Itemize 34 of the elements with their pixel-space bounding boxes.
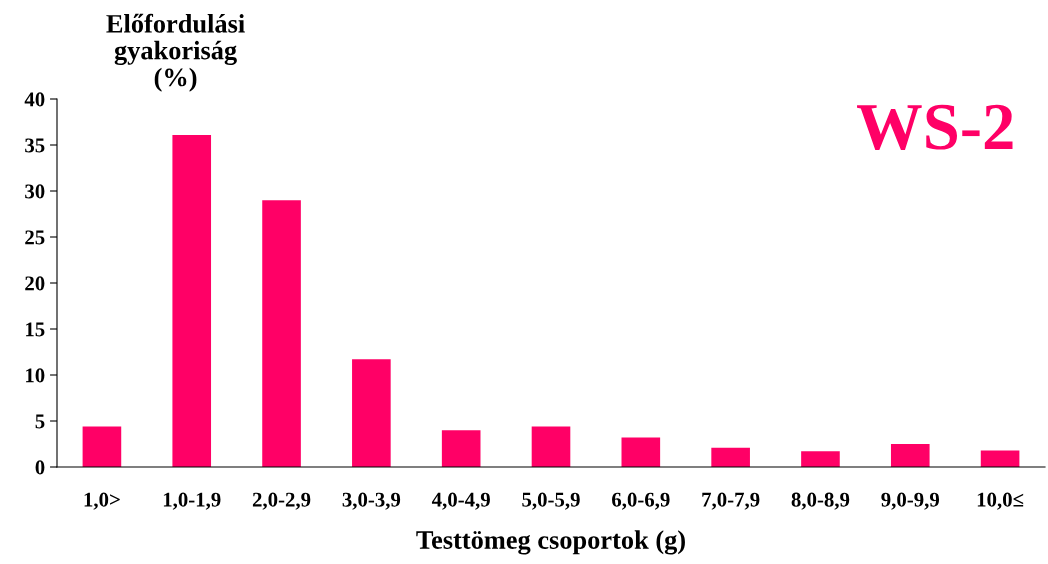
x-tick-label: 10,0≤ — [977, 492, 1024, 510]
x-tick-label: 6,0-6,9 — [612, 492, 670, 510]
y-tick-label: 10 — [26, 368, 45, 383]
y-tick-label: 40 — [24, 92, 45, 107]
x-tick-label: 2,0-2,9 — [252, 492, 311, 510]
y-tick-label: 30 — [25, 184, 45, 199]
y-tick-label: 5 — [35, 414, 45, 429]
y-tick-label: 35 — [25, 138, 45, 153]
x-tick-label: 8,0-8,9 — [791, 492, 850, 510]
y-tick-label: 0 — [35, 460, 45, 475]
bar — [172, 134, 212, 467]
bar — [441, 430, 481, 467]
y-tick-label: 15 — [26, 322, 45, 337]
bar — [980, 450, 1020, 467]
x-tick-label: 4,0-4,9 — [431, 492, 490, 510]
x-tick-label: 1,0-1,9 — [163, 492, 221, 510]
bar — [801, 451, 840, 467]
bar — [352, 359, 391, 467]
x-tick-label: 9,0-9,9 — [881, 492, 940, 510]
chart-title: WS-2 — [857, 104, 1013, 150]
bar — [621, 437, 661, 467]
x-tick-label: 7,0-7,9 — [702, 492, 760, 510]
bar — [711, 447, 750, 467]
x-axis-title: Testtömeg csoportok (g) — [416, 530, 685, 555]
y-axis-title: Előfordulási gyakoriság (%) — [106, 13, 245, 92]
x-tick-label: 1,0> — [84, 492, 120, 510]
x-tick-label: 3,0-3,9 — [342, 492, 401, 510]
x-tick-label: 5,0-5,9 — [522, 492, 580, 510]
bar — [262, 200, 301, 467]
bar — [890, 444, 930, 467]
bar — [82, 426, 122, 467]
bar — [531, 426, 571, 467]
y-tick-label: 25 — [25, 230, 45, 245]
y-tick-label: 20 — [25, 276, 45, 291]
